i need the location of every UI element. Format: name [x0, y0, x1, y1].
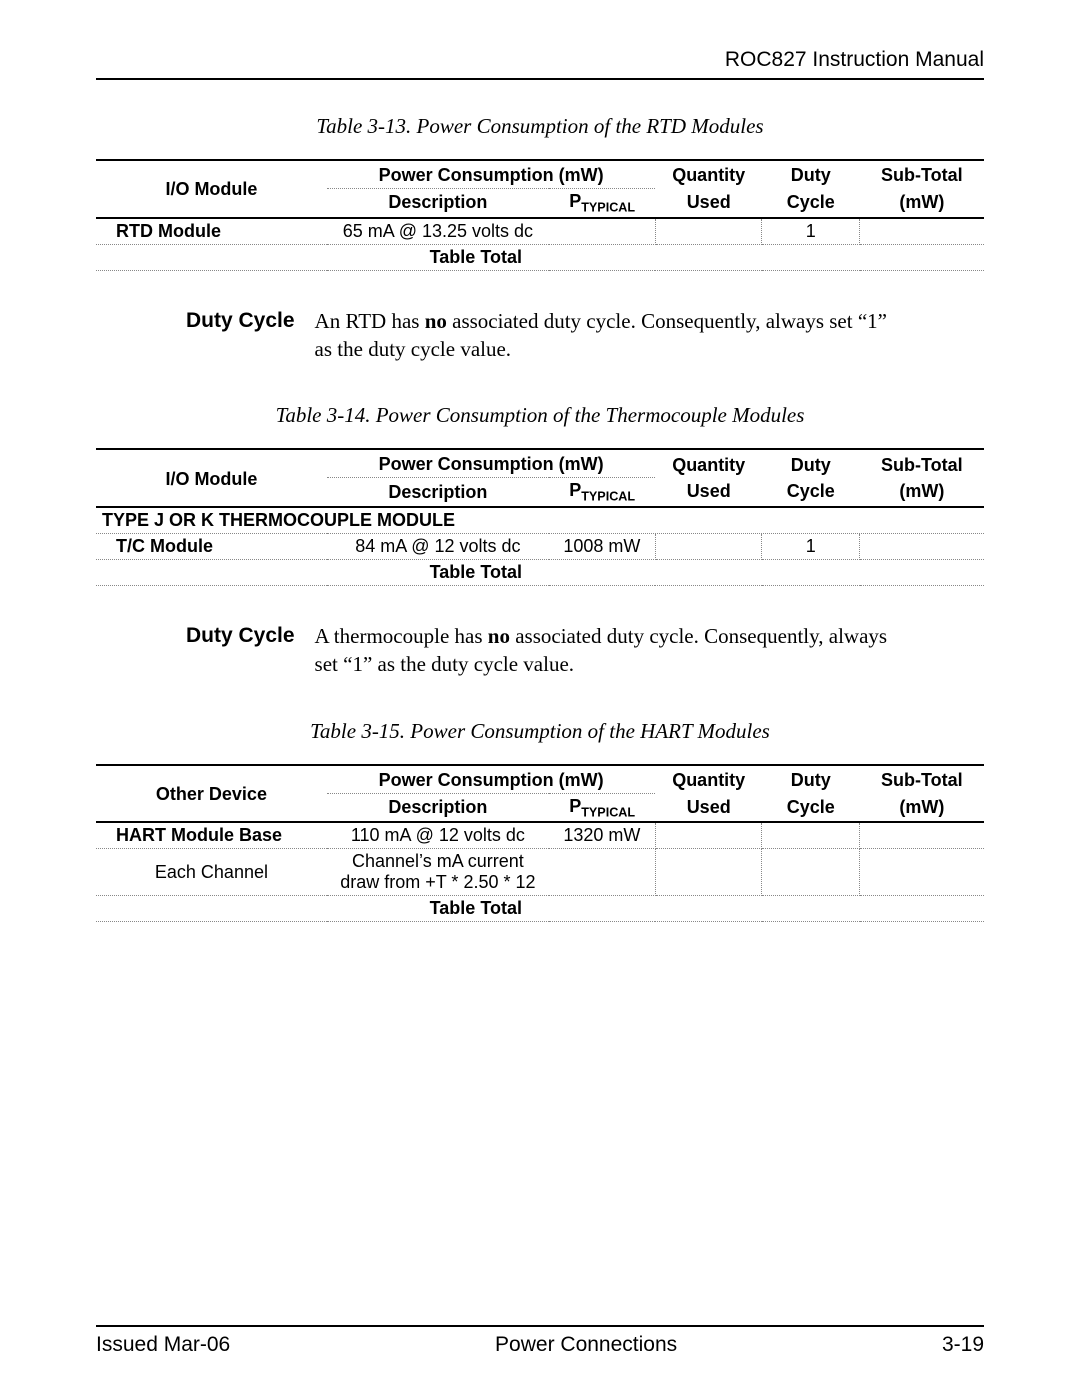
- cell-duty: 1: [762, 218, 860, 245]
- table-total-value: [860, 559, 984, 585]
- cell-description: 110 mA @ 12 volts dc: [327, 822, 549, 849]
- ptypical-prefix: P: [569, 480, 581, 500]
- col-power-consumption: Power Consumption (mW): [327, 160, 656, 189]
- table-total-label: Table Total: [96, 244, 860, 270]
- col-ptypical: PTYPICAL: [549, 793, 656, 822]
- col-power-consumption: Power Consumption (mW): [327, 449, 656, 478]
- table-3-14-caption: Table 3-14. Power Consumption of the The…: [96, 403, 984, 428]
- page: ROC827 Instruction Manual Table 3-13. Po…: [0, 0, 1080, 1397]
- col-description: Description: [327, 478, 549, 507]
- duty-cycle-label: Duty Cycle: [186, 622, 295, 679]
- col-sub-top: Sub-Total: [860, 765, 984, 794]
- col-sub-bot: (mW): [860, 793, 984, 822]
- col-ptypical: PTYPICAL: [549, 189, 656, 218]
- duty-cycle-note-14: Duty Cycle A thermocouple has no associa…: [186, 622, 984, 679]
- col-duty-top: Duty: [762, 160, 860, 189]
- cell-duty: 1: [762, 533, 860, 559]
- table-row: HART Module Base 110 mA @ 12 volts dc 13…: [96, 822, 984, 849]
- cell-qty: [655, 822, 762, 849]
- header-rule: [96, 78, 984, 80]
- duty-text-before: An RTD has: [315, 309, 425, 333]
- cell-duty: [762, 849, 860, 896]
- footer: Issued Mar-06 Power Connections 3-19: [96, 1325, 984, 1357]
- col-duty-top: Duty: [762, 449, 860, 478]
- col-power-consumption: Power Consumption (mW): [327, 765, 656, 794]
- ptypical-prefix: P: [569, 191, 581, 211]
- cell-description: 84 mA @ 12 volts dc: [327, 533, 549, 559]
- table-3-13: I/O Module Power Consumption (mW) Quanti…: [96, 159, 984, 271]
- cell-qty: [655, 533, 762, 559]
- cell-ptypical: [549, 218, 656, 245]
- col-duty-bot: Cycle: [762, 189, 860, 218]
- cell-sub: [860, 533, 984, 559]
- col-description: Description: [327, 189, 549, 218]
- col-qty-bot: Used: [655, 478, 762, 507]
- col-qty-top: Quantity: [655, 160, 762, 189]
- table-3-15: Other Device Power Consumption (mW) Quan…: [96, 764, 984, 923]
- cell-qty: [655, 218, 762, 245]
- cell-module: RTD Module: [96, 218, 327, 245]
- col-qty-bot: Used: [655, 189, 762, 218]
- col-other-device: Other Device: [96, 765, 327, 823]
- col-sub-top: Sub-Total: [860, 449, 984, 478]
- cell-duty: [762, 822, 860, 849]
- table-total-value: [860, 244, 984, 270]
- footer-rule: [96, 1325, 984, 1327]
- cell-description: 65 mA @ 13.25 volts dc: [327, 218, 549, 245]
- section-row: TYPE J OR K THERMOCOUPLE MODULE: [96, 507, 984, 534]
- cell-qty: [655, 849, 762, 896]
- ptypical-sub: TYPICAL: [581, 805, 635, 819]
- cell-ptypical: 1320 mW: [549, 822, 656, 849]
- duty-text-bold: no: [488, 624, 510, 648]
- footer-center: Power Connections: [495, 1333, 677, 1357]
- table-total-row: Table Total: [96, 559, 984, 585]
- duty-text-bold: no: [425, 309, 447, 333]
- col-description: Description: [327, 793, 549, 822]
- section-title: TYPE J OR K THERMOCOUPLE MODULE: [96, 507, 984, 534]
- col-io-module: I/O Module: [96, 160, 327, 218]
- table-total-row: Table Total: [96, 896, 984, 922]
- duty-cycle-text: An RTD has no associated duty cycle. Con…: [315, 307, 895, 364]
- ptypical-prefix: P: [569, 796, 581, 816]
- table-3-13-caption: Table 3-13. Power Consumption of the RTD…: [96, 114, 984, 139]
- table-row: Each Channel Channel’s mA current draw f…: [96, 849, 984, 896]
- col-ptypical: PTYPICAL: [549, 478, 656, 507]
- footer-right: 3-19: [942, 1333, 984, 1357]
- col-io-module: I/O Module: [96, 449, 327, 507]
- table-total-value: [860, 896, 984, 922]
- col-sub-top: Sub-Total: [860, 160, 984, 189]
- table-row: RTD Module 65 mA @ 13.25 volts dc 1: [96, 218, 984, 245]
- table-total-label: Table Total: [96, 559, 860, 585]
- col-sub-bot: (mW): [860, 189, 984, 218]
- table-total-label: Table Total: [96, 896, 860, 922]
- col-duty-bot: Cycle: [762, 793, 860, 822]
- col-sub-bot: (mW): [860, 478, 984, 507]
- cell-description: Channel’s mA current draw from +T * 2.50…: [327, 849, 549, 896]
- table-3-14: I/O Module Power Consumption (mW) Quanti…: [96, 448, 984, 586]
- col-duty-bot: Cycle: [762, 478, 860, 507]
- header-title: ROC827 Instruction Manual: [96, 48, 984, 72]
- cell-ptypical: [549, 849, 656, 896]
- col-qty-top: Quantity: [655, 765, 762, 794]
- cell-ptypical: 1008 mW: [549, 533, 656, 559]
- table-row: T/C Module 84 mA @ 12 volts dc 1008 mW 1: [96, 533, 984, 559]
- table-total-row: Table Total: [96, 244, 984, 270]
- cell-sub: [860, 218, 984, 245]
- duty-text-before: A thermocouple has: [315, 624, 488, 648]
- ptypical-sub: TYPICAL: [581, 490, 635, 504]
- cell-module: T/C Module: [96, 533, 327, 559]
- cell-sub: [860, 822, 984, 849]
- col-duty-top: Duty: [762, 765, 860, 794]
- footer-left: Issued Mar-06: [96, 1333, 230, 1357]
- cell-module: HART Module Base: [96, 822, 327, 849]
- duty-cycle-note-13: Duty Cycle An RTD has no associated duty…: [186, 307, 984, 364]
- duty-cycle-text: A thermocouple has no associated duty cy…: [315, 622, 895, 679]
- duty-cycle-label: Duty Cycle: [186, 307, 295, 364]
- table-3-15-caption: Table 3-15. Power Consumption of the HAR…: [96, 719, 984, 744]
- cell-module: Each Channel: [96, 849, 327, 896]
- col-qty-top: Quantity: [655, 449, 762, 478]
- cell-sub: [860, 849, 984, 896]
- ptypical-sub: TYPICAL: [581, 201, 635, 215]
- col-qty-bot: Used: [655, 793, 762, 822]
